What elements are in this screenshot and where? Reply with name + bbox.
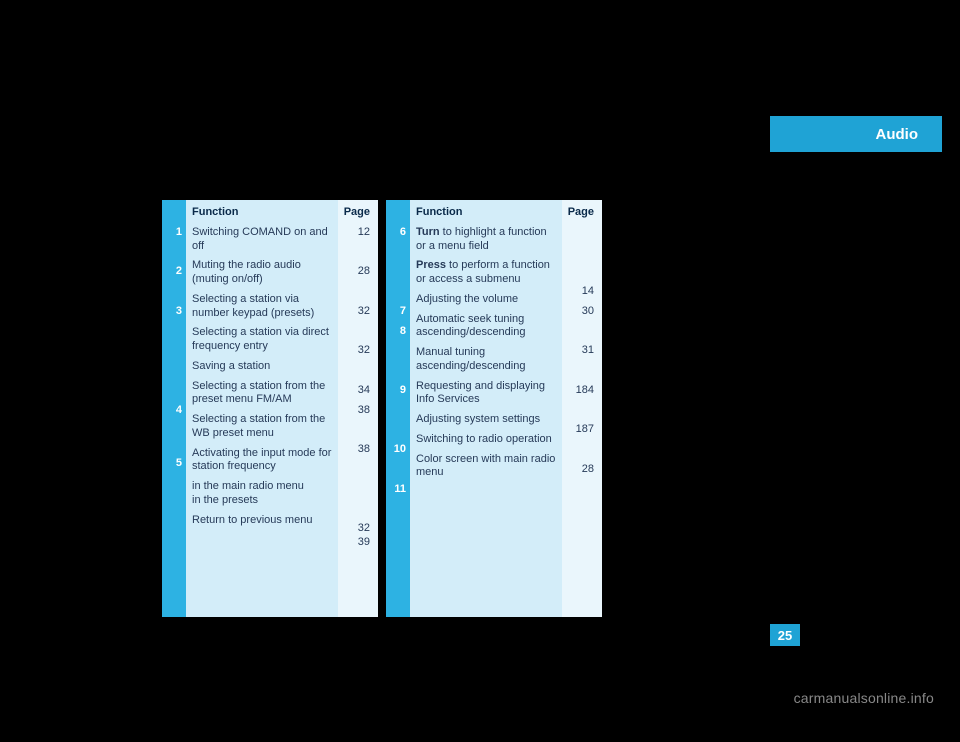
- header-function: Function: [192, 206, 332, 220]
- watermark-text: carmanualsonline.info: [794, 690, 934, 706]
- audio-tab: Audio: [770, 116, 942, 152]
- row-func: Switching to radio operation: [416, 433, 556, 447]
- row-func: Manual tuning ascending/descending: [416, 346, 556, 374]
- row-page: 39: [338, 536, 370, 550]
- row-page: 28: [562, 463, 594, 477]
- row-page: 32: [338, 344, 370, 358]
- row-num: 4: [162, 404, 182, 418]
- tables-container: . 1. 2. 3. . . . 4.. 5 Function Switchin…: [162, 200, 602, 617]
- row-page: 184: [562, 384, 594, 398]
- row-func: Requesting and displaying Info Services: [416, 380, 556, 408]
- header-page: Page: [562, 206, 594, 220]
- row-page: 12: [338, 226, 370, 240]
- row-page: 34: [338, 384, 370, 398]
- row-func: Adjusting the volume: [416, 293, 556, 307]
- row-func: Adjusting system settings: [416, 413, 556, 427]
- row-num: 3: [162, 305, 182, 319]
- row-func: Activating the input mode for station fr…: [192, 447, 332, 475]
- row-func: Automatic seek tuning ascending/descendi…: [416, 313, 556, 341]
- row-page: 32: [338, 305, 370, 319]
- right-table: . 6. .. 7 8. . 9. . 10. 11 Function Turn…: [386, 200, 602, 617]
- row-num: 10: [386, 443, 406, 457]
- row-func: Press to perform a function or access a …: [416, 259, 556, 287]
- row-func: in the main radio menu: [192, 480, 332, 494]
- row-func: Selecting a station via number keypad (p…: [192, 293, 332, 321]
- left-col-page: Page 12. 28. 32. 32. 34 38. 38. .. 32 39: [338, 200, 378, 617]
- row-func: Selecting a station from the WB preset m…: [192, 413, 332, 441]
- row-func: Saving a station: [192, 360, 332, 374]
- row-page: 14: [562, 285, 594, 299]
- row-num: 7: [386, 305, 406, 319]
- row-func: in the presets: [192, 494, 332, 508]
- left-table: . 1. 2. 3. . . . 4.. 5 Function Switchin…: [162, 200, 378, 617]
- left-col-num: . 1. 2. 3. . . . 4.. 5: [162, 200, 186, 617]
- row-num: 2: [162, 265, 182, 279]
- right-col-page: Page . .. 14 30. 31. 184. 187. 28.: [562, 200, 602, 617]
- right-col-func: Function Turn to highlight a function or…: [410, 200, 562, 617]
- row-func: Muting the radio audio (muting on/off): [192, 259, 332, 287]
- row-num: 8: [386, 325, 406, 339]
- page-number-badge: 25: [770, 624, 800, 646]
- row-func: Turn to highlight a function or a menu f…: [416, 226, 556, 254]
- left-col-func: Function Switching COMAND on and off Mut…: [186, 200, 338, 617]
- row-func: Switching COMAND on and off: [192, 226, 332, 254]
- row-func: Selecting a station from the preset menu…: [192, 380, 332, 408]
- row-num: 1: [162, 226, 182, 240]
- row-func: Color screen with main radio menu: [416, 453, 556, 481]
- row-page: 38: [338, 443, 370, 457]
- header-function: Function: [416, 206, 556, 220]
- row-func: Selecting a station via direct frequency…: [192, 326, 332, 354]
- row-num: 5: [162, 457, 182, 471]
- row-num: 11: [386, 483, 406, 497]
- row-page: 187: [562, 423, 594, 437]
- row-num: 9: [386, 384, 406, 398]
- row-page: 38: [338, 404, 370, 418]
- row-page: 28: [338, 265, 370, 279]
- row-page: 31: [562, 344, 594, 358]
- right-col-num: . 6. .. 7 8. . 9. . 10. 11: [386, 200, 410, 617]
- row-page: 30: [562, 305, 594, 319]
- header-page: Page: [338, 206, 370, 220]
- row-page: 32: [338, 522, 370, 536]
- row-func: Return to previous menu: [192, 514, 332, 528]
- row-num: 6: [386, 226, 406, 240]
